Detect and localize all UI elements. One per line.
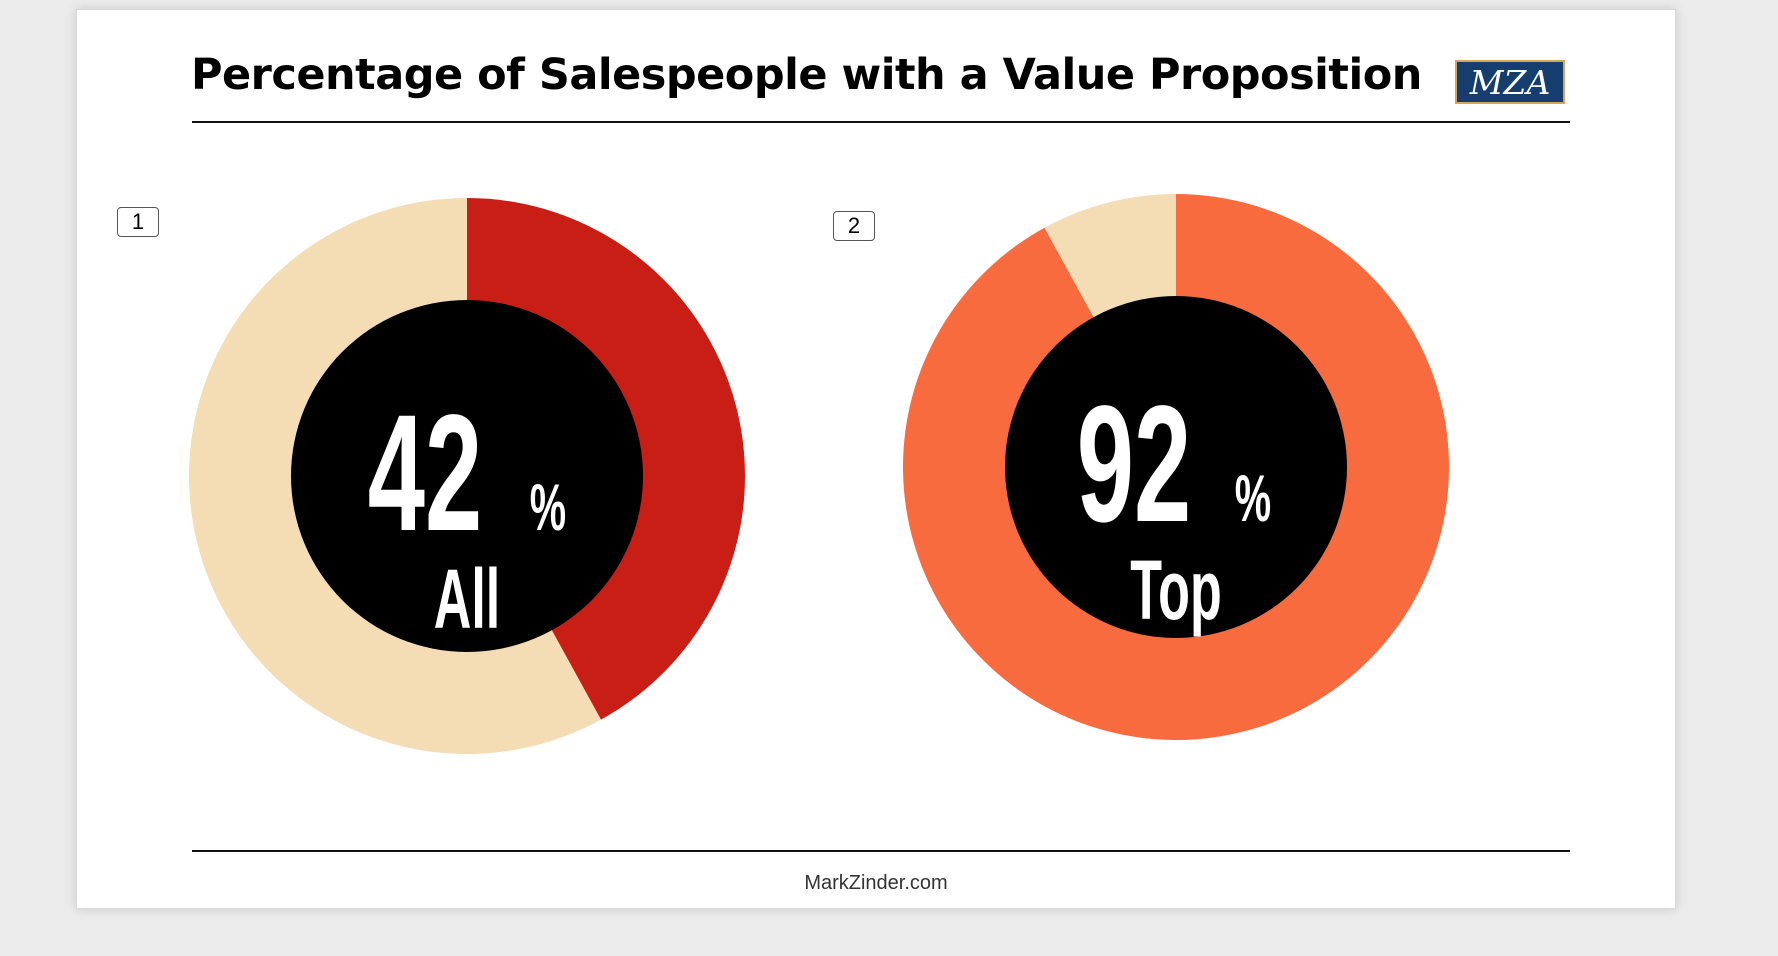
center-label: Top [1130,543,1222,637]
percent-value: 42 [368,381,482,566]
slide-title: Percentage of Salespeople with a Value P… [191,50,1422,100]
footer-text: MarkZinder.com [804,872,948,894]
chart-tag-1[interactable]: 1 [117,207,159,237]
center-label: All [434,552,501,646]
title-divider [192,121,1570,123]
chart-tag-2[interactable]: 2 [833,211,875,241]
donut-chart-top: 92 % Top [902,194,1449,741]
donut-chart-all: 42 % All [189,198,746,754]
percent-sign: % [530,470,566,545]
slide: Percentage of Salespeople with a Value P… [76,9,1676,909]
footer-divider [192,850,1570,852]
percent-sign: % [1235,461,1271,536]
donut-center-disc [1005,296,1347,638]
mza-logo: MZA [1455,60,1565,104]
percent-value: 92 [1077,372,1191,557]
donut-center-disc [291,300,643,652]
